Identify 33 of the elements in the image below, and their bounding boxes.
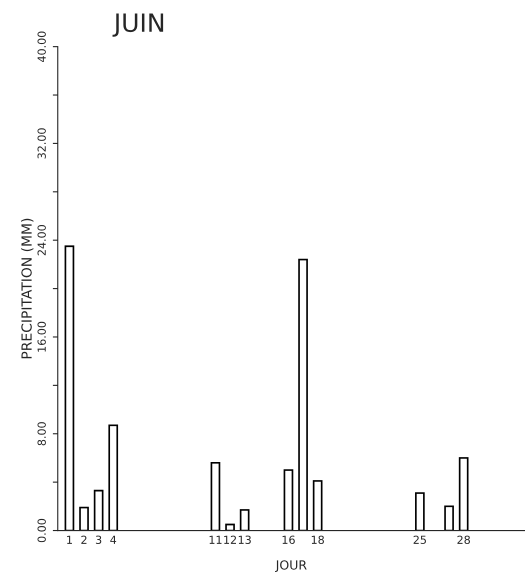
bar: [312, 480, 323, 531]
x-tick-label: 12: [224, 536, 236, 544]
x-tick-label: 2: [81, 536, 86, 544]
y-tick-label: 24.00: [37, 225, 46, 256]
x-tick-label: 13: [238, 536, 251, 544]
y-axis-title: PRECIPITATION (MM): [21, 218, 34, 358]
bar: [415, 492, 425, 531]
bar: [458, 457, 469, 531]
bar: [298, 258, 308, 531]
y-tick-label: 16.00: [37, 322, 46, 352]
bar: [79, 506, 89, 531]
y-tick-label: 0.00: [37, 518, 46, 542]
bar: [240, 509, 250, 531]
y-tick-label: 8.00: [37, 422, 46, 446]
x-tick-label: 16: [282, 536, 295, 544]
bar: [108, 424, 118, 531]
bar: [225, 524, 235, 531]
x-axis-title: JOUR: [275, 560, 307, 572]
y-tick-label: 40.00: [37, 31, 46, 62]
x-tick-label: 3: [96, 536, 102, 544]
bar: [64, 245, 74, 531]
x-tick-label: 28: [457, 536, 470, 544]
bar: [94, 490, 104, 531]
bar: [210, 462, 220, 531]
chart-title: JUIN: [112, 14, 164, 37]
bar: [444, 506, 454, 531]
x-tick-label: 11: [210, 536, 222, 544]
x-tick-label: 4: [110, 536, 116, 544]
x-tick-label: 25: [414, 536, 426, 544]
y-tick-label: 32.00: [37, 128, 46, 158]
x-tick-label: 1: [67, 536, 72, 544]
bar: [284, 469, 294, 531]
x-tick-label: 18: [312, 536, 324, 544]
